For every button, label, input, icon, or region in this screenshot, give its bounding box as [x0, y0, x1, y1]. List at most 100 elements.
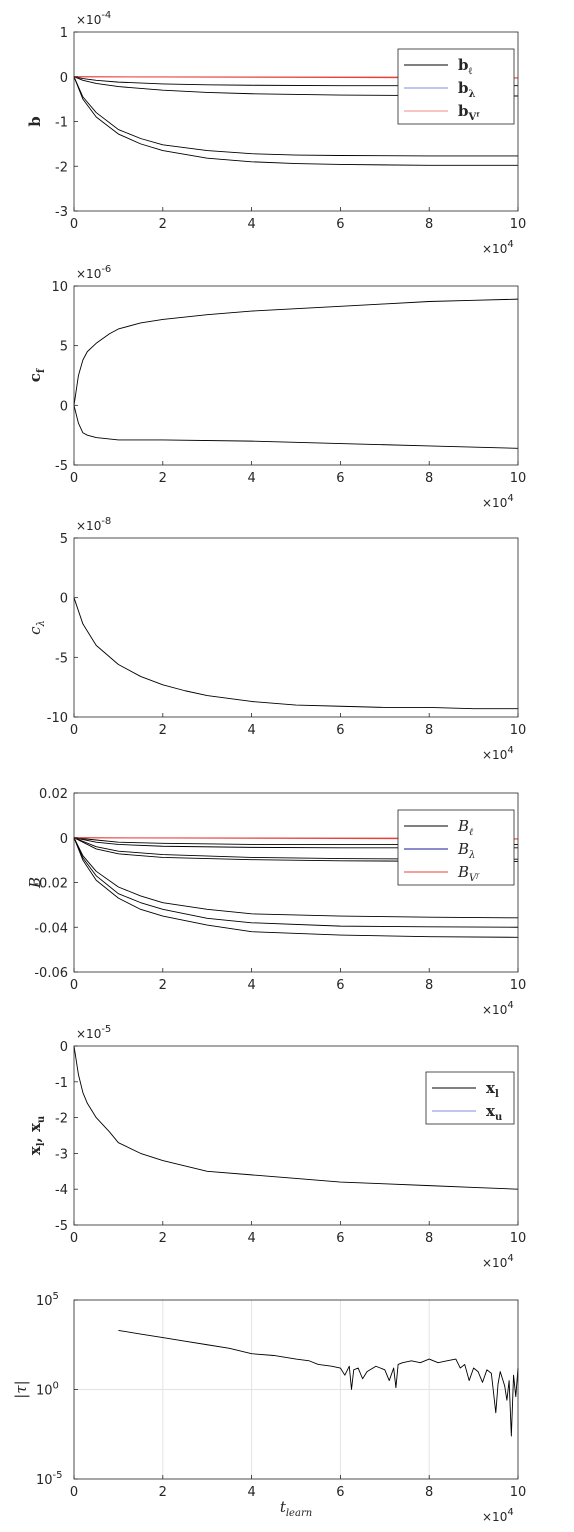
- x-tick-label: 0: [70, 1231, 78, 1246]
- x-tick-label: 0: [70, 471, 78, 486]
- x-tick-label: 6: [336, 1485, 344, 1500]
- y-tick-label: -0.04: [34, 921, 68, 936]
- x-tick-label: 8: [425, 471, 433, 486]
- axes-box: [73, 537, 519, 718]
- x-tick-label: 6: [336, 217, 344, 232]
- x-tick-label: 2: [159, 1485, 167, 1500]
- series-line-4: [73, 76, 518, 166]
- series-line-1: [118, 1329, 519, 1437]
- x-tick-label: 6: [336, 978, 344, 993]
- legend-entry: Bℓ: [457, 817, 473, 838]
- x-tick-label: 4: [247, 471, 255, 486]
- y-tick-label: 105: [36, 1291, 59, 1309]
- axes-box: [73, 1045, 519, 1226]
- x-tick-label: 2: [159, 978, 167, 993]
- legend-entry: xu: [486, 1102, 502, 1123]
- legend-box: [397, 809, 515, 886]
- x-tick-label: 10: [510, 217, 527, 232]
- legend-entry: xl: [486, 1079, 499, 1100]
- x-tick-label: 10: [510, 1231, 527, 1246]
- y-tick-label: 0: [60, 832, 68, 847]
- y-axis-exponent: ×10-6: [76, 264, 111, 281]
- x-tick-label: 8: [425, 723, 433, 738]
- x-axis-exponent: ×104: [482, 1000, 514, 1017]
- x-tick-label: 6: [336, 723, 344, 738]
- series-line-2: [73, 405, 519, 449]
- legend-entry: BVᶠ: [457, 863, 480, 884]
- x-axis-exponent: ×104: [482, 1507, 514, 1524]
- x-tick-label: 2: [159, 1231, 167, 1246]
- series-line-6: [73, 837, 519, 928]
- x-tick-label: 2: [159, 471, 167, 486]
- y-tick-label: 5: [60, 532, 68, 547]
- x-tick-label: 0: [70, 723, 78, 738]
- legend-entry: Bλ: [457, 840, 475, 861]
- x-tick-label: 2: [159, 217, 167, 232]
- y-axis-label: xl, xu: [26, 1116, 47, 1155]
- chart-panel-3: 0 2 4 6 8 10 -10 -5 0 5 ×10-8 ×104 cλ: [26, 516, 526, 762]
- y-tick-label: -5: [55, 1219, 68, 1234]
- x-tick-label: 0: [70, 1485, 78, 1500]
- x-tick-label: 4: [247, 1485, 255, 1500]
- x-axis-label: tlearn: [280, 1498, 312, 1519]
- x-tick-label: 0: [70, 978, 78, 993]
- x-tick-label: 4: [247, 217, 255, 232]
- x-axis-exponent: ×104: [482, 493, 514, 510]
- y-axis-exponent: ×10-5: [76, 1024, 111, 1041]
- x-tick-label: 8: [425, 978, 433, 993]
- y-tick-label: 0: [60, 1040, 68, 1055]
- y-axis-label: cf: [26, 368, 47, 382]
- series-line-1: [73, 298, 519, 406]
- y-tick-label: -10: [47, 711, 68, 726]
- y-tick-label: -1: [55, 116, 68, 131]
- x-tick-label: 0: [70, 217, 78, 232]
- y-axis-label: b: [26, 116, 44, 127]
- series-line-1: [73, 1045, 519, 1190]
- x-tick-label: 8: [425, 1485, 433, 1500]
- series-line-3: [73, 76, 518, 157]
- y-tick-label: 10-5: [36, 1470, 63, 1488]
- y-tick-label: -0.02: [34, 877, 68, 892]
- axes-box: [73, 285, 519, 466]
- y-axis-label: B: [26, 877, 44, 889]
- x-tick-label: 10: [510, 471, 527, 486]
- legend-box: [425, 1071, 515, 1125]
- x-tick-label: 10: [510, 978, 527, 993]
- y-tick-label: 0: [60, 71, 68, 86]
- y-axis-exponent: ×10-8: [76, 516, 111, 533]
- y-tick-label: 100: [36, 1381, 59, 1399]
- y-tick-label: -1: [55, 1076, 68, 1091]
- x-axis-exponent: ×104: [482, 239, 514, 256]
- x-tick-label: 10: [510, 1485, 527, 1500]
- y-axis-label: |τ|: [12, 1380, 30, 1398]
- y-tick-label: 10: [51, 280, 68, 295]
- legend-entry: bVᶠ: [458, 102, 480, 123]
- y-tick-label: -3: [55, 1147, 68, 1162]
- chart-panel-6: 0 2 4 6 8 10 10-5 100 105 ×104 |τ| tlearn: [12, 1291, 526, 1524]
- x-tick-label: 10: [510, 723, 527, 738]
- y-tick-label: -0.06: [34, 966, 68, 981]
- x-tick-label: 4: [247, 1231, 255, 1246]
- y-tick-label: 0.02: [39, 787, 68, 802]
- y-tick-label: 1: [60, 26, 68, 41]
- x-tick-label: 8: [425, 217, 433, 232]
- legend-entry: bλ: [458, 79, 476, 100]
- y-tick-label: -2: [55, 160, 68, 175]
- y-tick-label: -3: [55, 205, 68, 220]
- x-tick-label: 6: [336, 471, 344, 486]
- series-line-5: [73, 837, 519, 919]
- x-tick-label: 4: [247, 723, 255, 738]
- y-tick-label: -2: [55, 1112, 68, 1127]
- y-tick-label: 0: [60, 592, 68, 607]
- x-tick-label: 6: [336, 1231, 344, 1246]
- y-tick-label: -4: [55, 1183, 68, 1198]
- series-line-1: [73, 597, 518, 710]
- y-tick-label: 5: [60, 340, 68, 355]
- series-line-1: [73, 76, 518, 87]
